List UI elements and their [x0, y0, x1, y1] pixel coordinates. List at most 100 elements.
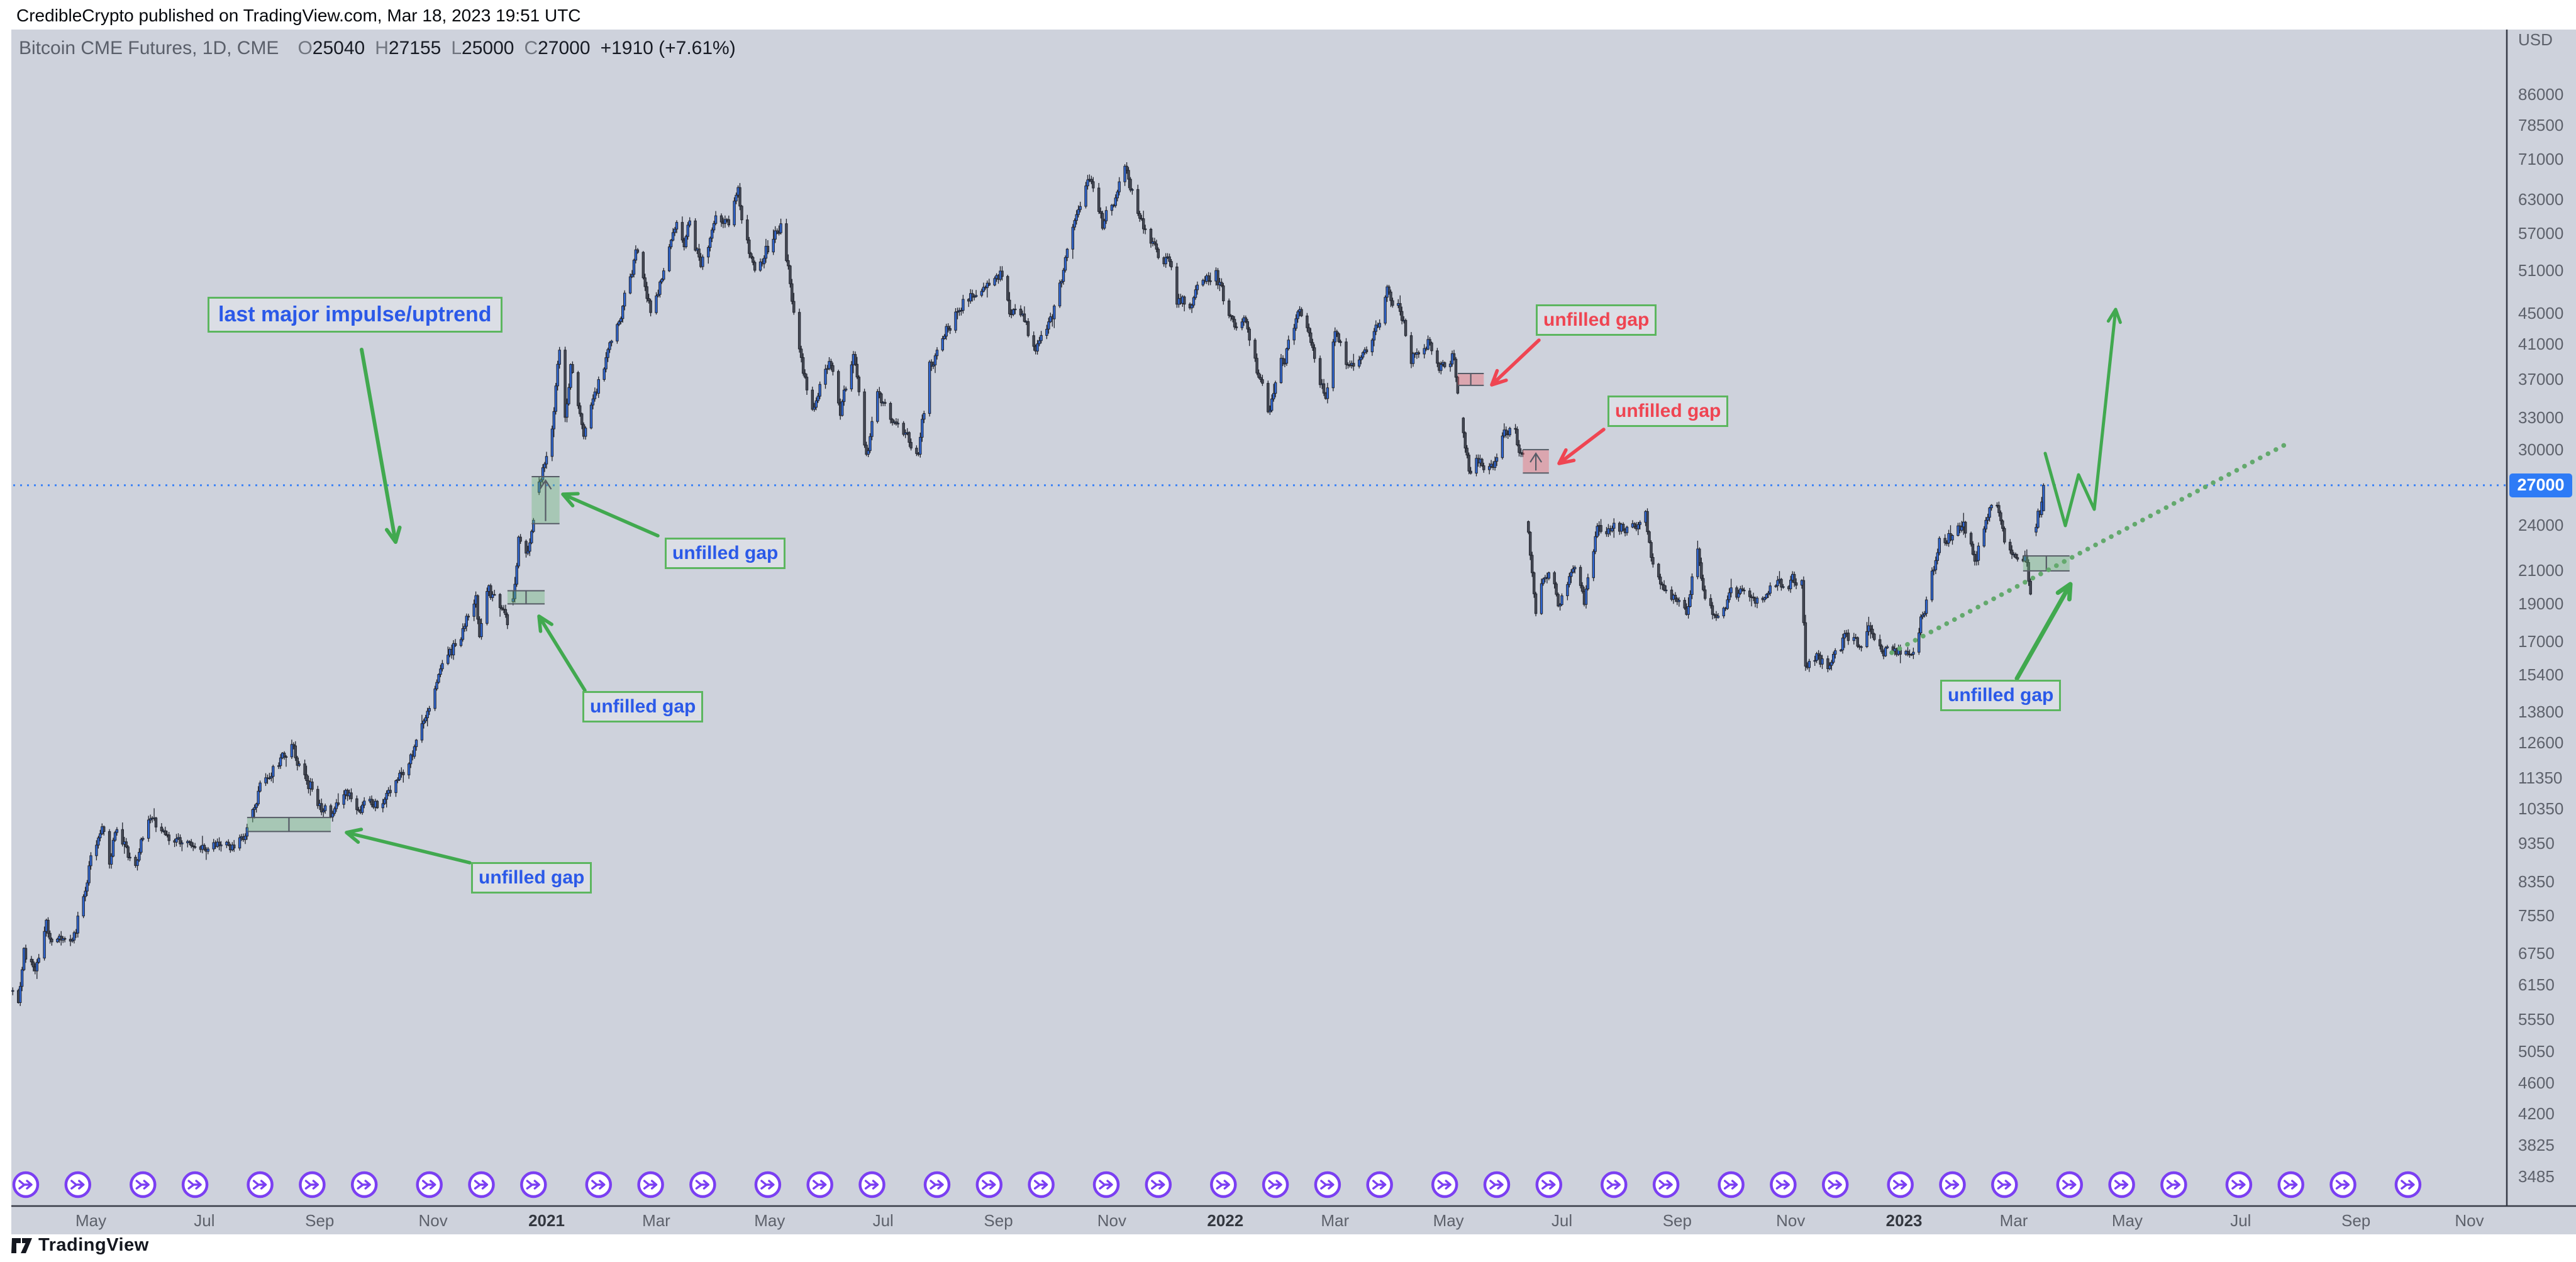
price-tick-30000: 30000: [2518, 440, 2564, 460]
time-tick-Sep: Sep: [984, 1211, 1013, 1230]
ohlc-label-H: H: [375, 38, 389, 58]
contract-rollover-icon[interactable]: [1028, 1171, 1055, 1198]
price-tick-17000: 17000: [2518, 632, 2564, 651]
ohlc-label-L: L: [451, 38, 462, 58]
time-tick-Sep: Sep: [305, 1211, 335, 1230]
contract-rollover-icon[interactable]: [858, 1171, 886, 1198]
annotation-arrow-1[interactable]: [360, 348, 402, 544]
currency-label: USD: [2518, 30, 2553, 49]
contract-rollover-icon[interactable]: [12, 1171, 40, 1198]
contract-rollover-icon[interactable]: [299, 1171, 326, 1198]
price-tick-15400: 15400: [2518, 665, 2564, 685]
contract-rollover-icon[interactable]: [1887, 1171, 1914, 1198]
contract-rollover-icon[interactable]: [754, 1171, 782, 1198]
price-tick-5050: 5050: [2518, 1041, 2555, 1061]
contract-rollover-icon[interactable]: [585, 1171, 613, 1198]
contract-rollover-icon[interactable]: [806, 1171, 833, 1198]
contract-rollover-icon[interactable]: [2394, 1171, 2422, 1198]
price-tick-10350: 10350: [2518, 799, 2564, 819]
contract-rollover-icon[interactable]: [1092, 1171, 1120, 1198]
contract-rollover-icon[interactable]: [1314, 1171, 1341, 1198]
contract-rollover-icon[interactable]: [1821, 1171, 1849, 1198]
cme-gap-may-2022-36k-gap-box[interactable]: [1457, 372, 1484, 386]
contract-rollover-icon[interactable]: [416, 1171, 443, 1198]
annotation-arrow-4[interactable]: [345, 827, 472, 865]
change-value: +1910 (+7.61%): [600, 38, 736, 58]
contract-rollover-icon[interactable]: [2108, 1171, 2135, 1198]
ohlc-value-H: 27155: [388, 38, 441, 58]
contract-rollover-icon[interactable]: [1210, 1171, 1237, 1198]
futures-rollover-markers[interactable]: [12, 1171, 2422, 1198]
time-tick-Jul: Jul: [194, 1211, 215, 1230]
contract-rollover-icon[interactable]: [923, 1171, 951, 1198]
annotation-arrow-5[interactable]: [1490, 338, 1541, 387]
w-projection-path[interactable]: [2043, 307, 2122, 528]
contract-rollover-icon[interactable]: [247, 1171, 274, 1198]
contract-rollover-icon[interactable]: [1991, 1171, 2018, 1198]
annotation-arrow-7[interactable]: [2014, 582, 2073, 681]
annotation-arrow-3[interactable]: [537, 614, 587, 692]
annotation-label-3[interactable]: unfilled gap: [582, 691, 704, 722]
time-tick-Mar: Mar: [1999, 1211, 2028, 1230]
contract-rollover-icon[interactable]: [1770, 1171, 1797, 1198]
dotted-trendline[interactable]: [1889, 443, 2287, 655]
contract-rollover-icon[interactable]: [1718, 1171, 1745, 1198]
contract-rollover-icon[interactable]: [1652, 1171, 1680, 1198]
contract-rollover-icon[interactable]: [1483, 1171, 1511, 1198]
contract-rollover-icon[interactable]: [1431, 1171, 1458, 1198]
contract-rollover-icon[interactable]: [181, 1171, 209, 1198]
contract-rollover-icon[interactable]: [130, 1171, 157, 1198]
contract-rollover-icon[interactable]: [1366, 1171, 1393, 1198]
contract-rollover-icon[interactable]: [520, 1171, 547, 1198]
time-tick-Nov: Nov: [1097, 1211, 1127, 1230]
cme-gap-mar-2023-21k-gap-box[interactable]: [2023, 555, 2070, 572]
price-tick-7550: 7550: [2518, 905, 2555, 925]
up-candles: [11, 165, 2045, 1003]
current-price-badge: 27000: [2509, 473, 2572, 497]
contract-rollover-icon[interactable]: [1535, 1171, 1563, 1198]
contract-rollover-icon[interactable]: [64, 1171, 92, 1198]
cme-gap-jul-2020-9_7k-gap-box[interactable]: [247, 817, 331, 833]
price-tick-19000: 19000: [2518, 594, 2564, 614]
price-tick-57000: 57000: [2518, 223, 2564, 243]
time-tick-2023: 2023: [1885, 1211, 1923, 1230]
cme-gap-dec-2020-24k-27k-gap-box[interactable]: [531, 475, 560, 524]
time-tick-2021: 2021: [528, 1211, 565, 1230]
tradingview-logo-icon: [11, 1237, 32, 1253]
contract-rollover-icon[interactable]: [975, 1171, 1003, 1198]
price-tick-45000: 45000: [2518, 303, 2564, 323]
annotation-label-2[interactable]: unfilled gap: [665, 538, 786, 569]
symbol-legend[interactable]: Bitcoin CME Futures, 1D, CME O25040 H27155…: [19, 38, 736, 59]
price-tick-86000: 86000: [2518, 84, 2564, 104]
contract-rollover-icon[interactable]: [637, 1171, 664, 1198]
time-tick-Jul: Jul: [2230, 1211, 2251, 1230]
contract-rollover-icon[interactable]: [2329, 1171, 2357, 1198]
annotation-label-7[interactable]: unfilled gap: [1607, 396, 1729, 427]
contract-rollover-icon[interactable]: [1939, 1171, 1966, 1198]
annotation-label-4[interactable]: unfilled gap: [471, 862, 592, 894]
time-tick-May: May: [2111, 1211, 2143, 1230]
annotation-label-1[interactable]: last major impulse/uptrend: [208, 297, 502, 333]
time-tick-Nov: Nov: [418, 1211, 448, 1230]
contract-rollover-icon[interactable]: [1145, 1171, 1172, 1198]
contract-rollover-icon[interactable]: [689, 1171, 716, 1198]
time-tick-Mar: Mar: [642, 1211, 670, 1230]
contract-rollover-icon[interactable]: [350, 1171, 378, 1198]
contract-rollover-icon[interactable]: [2056, 1171, 2084, 1198]
contract-rollover-icon[interactable]: [2277, 1171, 2304, 1198]
cme-gap-dec-2020-19k-gap-box[interactable]: [507, 590, 545, 605]
contract-rollover-icon[interactable]: [1601, 1171, 1628, 1198]
contract-rollover-icon[interactable]: [2225, 1171, 2253, 1198]
contract-rollover-icon[interactable]: [2160, 1171, 2187, 1198]
contract-rollover-icon[interactable]: [1262, 1171, 1289, 1198]
ohlc-value-L: 25000: [462, 38, 514, 58]
annotation-arrow-6[interactable]: [1557, 428, 1606, 465]
cme-gap-jun-2022-28k-30k-gap-box[interactable]: [1523, 449, 1549, 474]
annotation-arrow-2[interactable]: [561, 492, 660, 538]
price-tick-12600: 12600: [2518, 733, 2564, 752]
contract-rollover-icon[interactable]: [468, 1171, 495, 1198]
annotation-label-5[interactable]: unfilled gap: [1940, 680, 2062, 711]
annotation-label-6[interactable]: unfilled gap: [1536, 304, 1657, 336]
